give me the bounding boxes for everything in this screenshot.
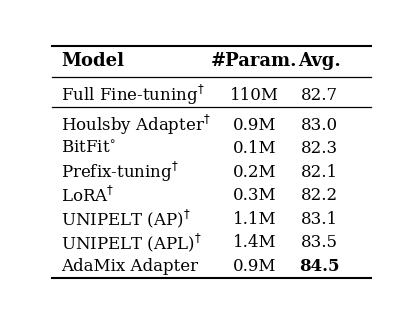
Text: LoRA$^{\dagger}$: LoRA$^{\dagger}$ <box>61 186 114 206</box>
Text: Model: Model <box>61 52 124 70</box>
Text: UNIPELT (AP)$^{\dagger}$: UNIPELT (AP)$^{\dagger}$ <box>61 208 191 231</box>
Text: 82.3: 82.3 <box>301 140 338 157</box>
Text: 0.9M: 0.9M <box>232 117 276 134</box>
Text: 1.1M: 1.1M <box>232 211 276 228</box>
Text: 110M: 110M <box>230 87 279 104</box>
Text: Houlsby Adapter$^{\dagger}$: Houlsby Adapter$^{\dagger}$ <box>61 113 211 137</box>
Text: 0.2M: 0.2M <box>232 164 276 181</box>
Text: BitFit$^{\circ}$: BitFit$^{\circ}$ <box>61 140 117 157</box>
Text: #Param.: #Param. <box>211 52 297 70</box>
Text: 83.1: 83.1 <box>301 211 338 228</box>
Text: 0.9M: 0.9M <box>232 258 276 275</box>
Text: 1.4M: 1.4M <box>232 234 276 251</box>
Text: 0.3M: 0.3M <box>232 187 276 204</box>
Text: 0.1M: 0.1M <box>232 140 276 157</box>
Text: 82.1: 82.1 <box>301 164 338 181</box>
Text: 82.2: 82.2 <box>301 187 338 204</box>
Text: 82.7: 82.7 <box>301 87 338 104</box>
Text: 83.5: 83.5 <box>301 234 338 251</box>
Text: Full Fine-tuning$^{\dagger}$: Full Fine-tuning$^{\dagger}$ <box>61 83 205 107</box>
Text: 83.0: 83.0 <box>301 117 338 134</box>
Text: UNIPELT (APL)$^{\dagger}$: UNIPELT (APL)$^{\dagger}$ <box>61 232 202 254</box>
Text: AdaMix Adapter: AdaMix Adapter <box>61 258 198 275</box>
Text: 84.5: 84.5 <box>300 258 340 275</box>
Text: Avg.: Avg. <box>298 52 341 70</box>
Text: Prefix-tuning$^{\dagger}$: Prefix-tuning$^{\dagger}$ <box>61 160 179 184</box>
